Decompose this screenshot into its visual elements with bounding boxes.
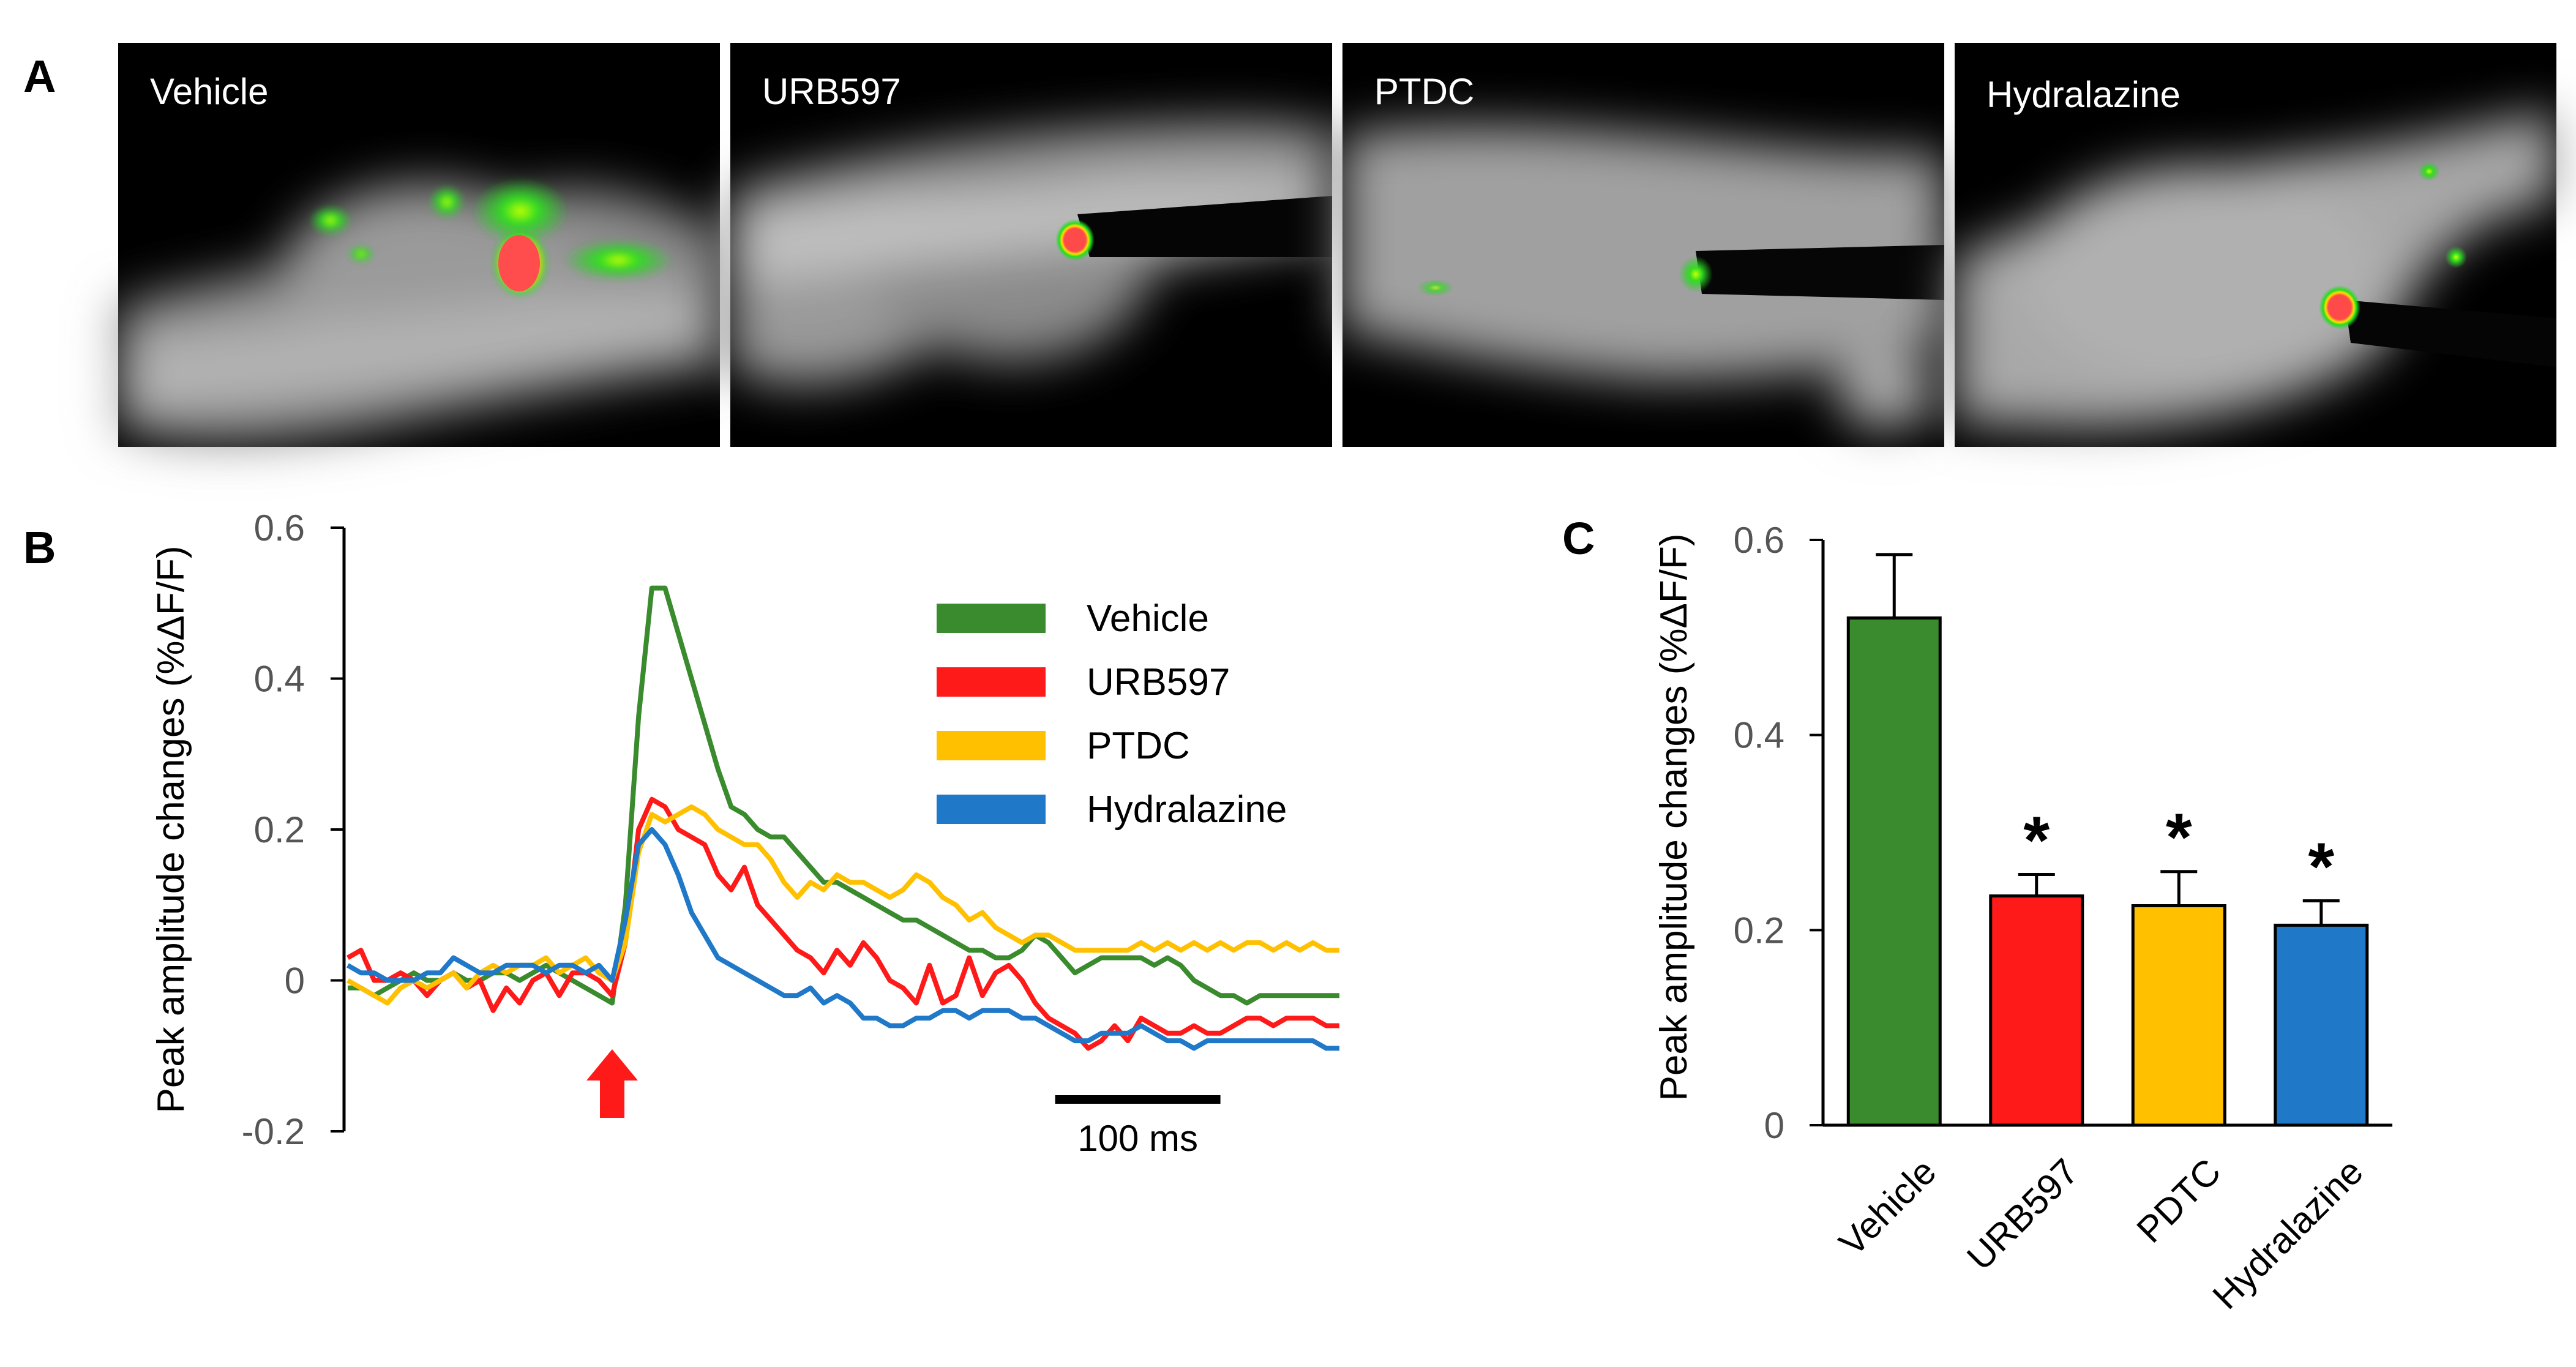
y-tick-label-b: 0.6 <box>254 507 305 549</box>
bar-vehicle <box>1846 616 1942 1127</box>
image-label-urb597: URB597 <box>762 71 901 112</box>
micrograph-vehicle <box>118 43 720 447</box>
category-label-urb597: URB597 <box>1959 1151 2086 1278</box>
panel-letter-a: A <box>23 51 56 102</box>
category-label-hydralazine: Hydralazine <box>2205 1151 2371 1317</box>
series-line-vehicle <box>348 585 1339 1006</box>
significance-marker-hydralazine: * <box>2308 830 2334 905</box>
micrograph-hydralazine <box>1955 43 2556 447</box>
legend-swatch-hydralazine <box>937 795 1046 824</box>
legend-label-urb597: URB597 <box>1087 661 1230 703</box>
legend-swatch-urb597 <box>937 667 1046 697</box>
y-tick-label-b: 0 <box>285 961 305 1002</box>
stimulus-arrow-icon <box>586 1049 638 1118</box>
y-axis-label-c: Peak amplitude changes (%ΔF/F) <box>1653 533 1695 1101</box>
series-line-hydralazine <box>346 827 1339 1051</box>
panel-a-images: Vehicle URB597 PTDC Hydralazine <box>118 43 2556 447</box>
y-tick-label-c: 0.4 <box>1734 715 1784 756</box>
legend-swatch-vehicle <box>937 604 1046 633</box>
micrograph-ptdc <box>1342 43 1944 447</box>
bars: * * * <box>1846 553 2369 1127</box>
category-label-pdtc: PDTC <box>2129 1151 2229 1251</box>
legend-swatch-ptdc <box>937 731 1046 760</box>
image-label-vehicle: Vehicle <box>150 71 268 112</box>
scale-bar: 100 ms <box>1055 1095 1221 1159</box>
stimulus-arrow <box>586 1049 638 1118</box>
y-ticks-c: 0.6 0.4 0.2 0 <box>1734 520 1823 1146</box>
legend-label-ptdc: PTDC <box>1087 725 1190 767</box>
scale-bar-label: 100 ms <box>1077 1118 1198 1159</box>
significance-marker-pdtc: * <box>2166 800 2192 875</box>
series-line-urb597 <box>346 796 1339 1051</box>
legend: Vehicle URB597 PTDC Hydralazine <box>937 597 1287 831</box>
y-tick-label-c: 0.2 <box>1734 910 1784 951</box>
series-lines <box>346 585 1339 1051</box>
panel-letter-b: B <box>23 522 56 573</box>
bar-hydralazine <box>2274 923 2369 1127</box>
legend-label-vehicle: Vehicle <box>1087 597 1209 640</box>
y-tick-label-c: 0 <box>1764 1105 1784 1146</box>
series-line-ptdc <box>346 804 1339 1006</box>
y-axis-label-b: Peak amplitude changes (%ΔF/F) <box>150 545 192 1113</box>
panel-letter-c: C <box>1562 513 1595 564</box>
y-tick-label-c: 0.6 <box>1734 520 1784 561</box>
category-label-vehicle: Vehicle <box>1831 1151 1944 1264</box>
image-label-hydralazine: Hydralazine <box>1986 74 2181 115</box>
bar-chart: * * * 0.6 0.4 0.2 0 Vehicle URB597 PDTCHydralaz… <box>1653 520 2392 1317</box>
y-tick-label-b: -0.2 <box>242 1111 305 1152</box>
legend-label-hydralazine: Hydralazine <box>1087 788 1287 831</box>
y-tick-label-b: 0.4 <box>254 659 305 700</box>
bar-urb597 <box>1989 894 2084 1127</box>
bar-pdtc <box>2131 904 2226 1127</box>
y-ticks-b: 0.6 0.4 0.2 0 -0.2 <box>242 507 344 1152</box>
micrograph-urb597 <box>730 43 1332 447</box>
image-label-ptdc: PTDC <box>1374 71 1474 112</box>
significance-marker-urb597: * <box>2023 803 2050 878</box>
line-chart: 0.6 0.4 0.2 0 -0.2 Peak amplitude changes (%… <box>150 507 1339 1159</box>
y-tick-label-b: 0.2 <box>254 809 305 850</box>
